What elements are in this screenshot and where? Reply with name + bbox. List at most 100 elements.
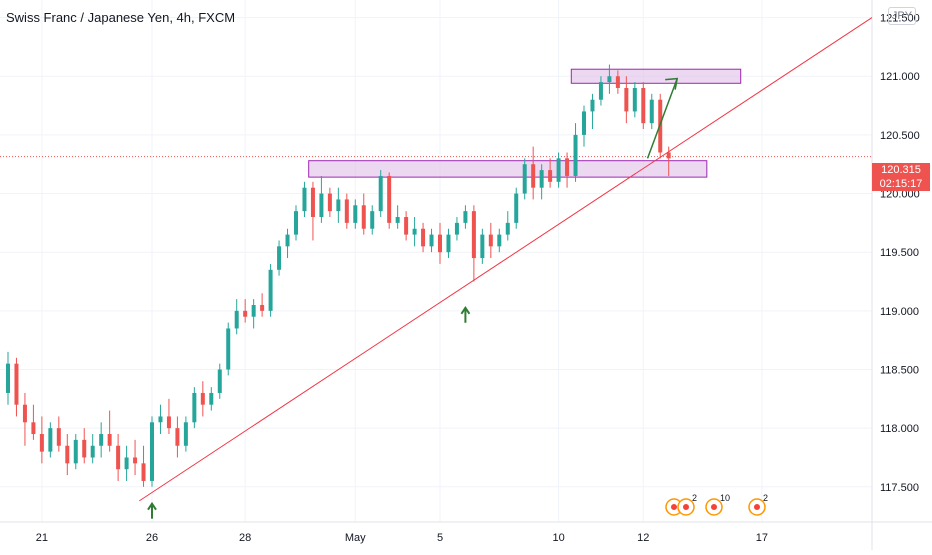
time-tick-label: May	[345, 532, 366, 544]
candle-body	[336, 199, 341, 212]
time-tick-label: 12	[637, 532, 649, 544]
candle-body	[446, 234, 451, 253]
price-tick-label: 121.500	[880, 13, 920, 25]
candle-body	[548, 170, 553, 182]
candle-body	[395, 217, 400, 223]
last-price-badge: 120.315 02:15:17	[872, 163, 930, 191]
candle-body	[378, 175, 383, 212]
candle-body	[310, 187, 315, 218]
candle-body	[319, 193, 324, 218]
projection-arrow	[646, 78, 678, 159]
price-tick-label: 118.500	[880, 365, 919, 377]
candle-body	[556, 158, 561, 182]
candle-body	[649, 99, 654, 124]
candle-body	[183, 422, 188, 446]
candle-body	[133, 457, 138, 464]
candle-body	[480, 234, 485, 259]
candle-body	[582, 111, 586, 135]
candle-body	[429, 234, 434, 247]
candle-body	[607, 76, 612, 83]
candle-body	[73, 439, 78, 464]
candle-body	[277, 246, 282, 270]
candle-body	[22, 404, 27, 423]
candle-body	[412, 228, 417, 235]
candle-body	[327, 193, 332, 212]
candle-body	[56, 428, 61, 446]
time-tick-label: 5	[437, 532, 443, 544]
candle-body	[116, 445, 121, 470]
candle-body	[590, 99, 595, 112]
event-count: 2	[692, 493, 697, 503]
price-tick-label: 119.500	[880, 247, 919, 259]
time-tick-label: 17	[756, 532, 768, 544]
candle-body	[598, 82, 603, 100]
candle-body	[107, 434, 112, 446]
candle-body	[539, 170, 544, 188]
candle-body	[166, 416, 171, 429]
candle-body	[463, 211, 468, 223]
candle-body	[488, 234, 493, 247]
candle-body	[251, 304, 256, 317]
candle-body	[573, 134, 578, 176]
candle-body	[285, 234, 290, 247]
candle-body	[65, 445, 70, 464]
earnings-circle-icon-dot	[711, 504, 717, 510]
candle-body	[243, 310, 248, 317]
candle-body	[217, 369, 222, 393]
price-tick-label: 119.000	[880, 306, 919, 318]
candle-body	[522, 164, 527, 194]
bar-countdown: 02:15:17	[879, 178, 923, 190]
candle-body	[615, 76, 620, 88]
time-tick-label: 26	[146, 532, 158, 544]
earnings-circle-icon-dot	[671, 504, 677, 510]
candle-body	[192, 392, 197, 423]
candle-body	[353, 205, 358, 223]
candle-body	[531, 164, 536, 188]
candle-body	[565, 158, 570, 176]
candle-body	[514, 193, 519, 223]
candle-body	[82, 439, 87, 458]
candle-body	[421, 228, 426, 247]
earnings-circle-icon-dot	[683, 504, 689, 510]
price-tick-label: 120.000	[880, 189, 920, 201]
candle-body	[370, 211, 375, 229]
candle-body	[624, 87, 629, 112]
time-tick-label: 10	[552, 532, 564, 544]
candle-body	[438, 234, 442, 253]
candle-body	[39, 434, 44, 452]
candle-body	[361, 205, 366, 229]
candle-body	[150, 422, 154, 481]
event-count: 10	[720, 493, 730, 503]
candle-body	[99, 434, 104, 446]
candle-body	[505, 222, 510, 235]
time-tick-label: 21	[36, 532, 48, 544]
candle-body	[471, 211, 476, 259]
candle-body	[175, 428, 180, 446]
candle-body	[6, 363, 10, 393]
candle-body	[14, 363, 19, 405]
up-arrow-marker-head	[460, 305, 471, 315]
projection-arrowhead	[665, 77, 679, 90]
candle-body	[632, 87, 637, 112]
earnings-circle-icon-dot	[754, 504, 760, 510]
candle-body	[226, 328, 231, 370]
candle-body	[90, 445, 95, 458]
candle-body	[454, 222, 459, 235]
candle-body	[344, 199, 349, 223]
price-tick-label: 118.000	[880, 423, 919, 435]
candle-body	[234, 310, 239, 329]
candle-body	[200, 392, 205, 405]
candle-body	[497, 234, 502, 247]
price-tick-label: 121.000	[880, 71, 920, 83]
chart-title: Swiss Franc / Japanese Yen, 4h, FXCM	[6, 10, 236, 25]
candle-body	[48, 428, 53, 452]
candle-body	[141, 463, 146, 481]
event-count: 2	[763, 493, 768, 503]
price-tick-label: 120.500	[880, 130, 920, 142]
candle-body	[302, 187, 307, 212]
currency-badge[interactable]: JPY	[888, 7, 916, 25]
candle-body	[158, 416, 163, 423]
up-arrow-marker-head	[147, 501, 157, 511]
